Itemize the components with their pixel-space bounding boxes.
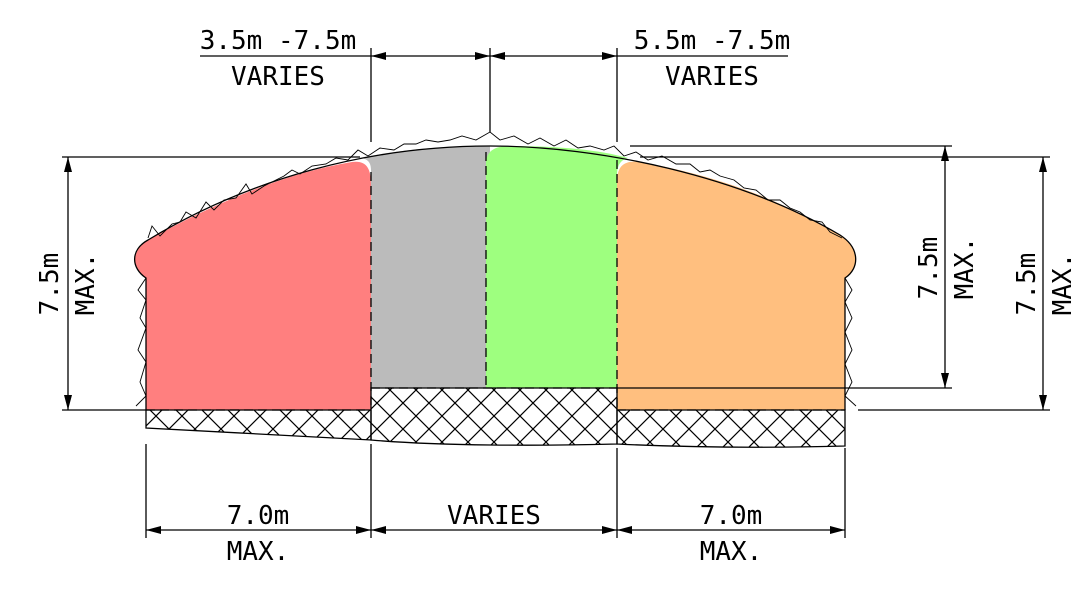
zone-center (358, 146, 490, 388)
invert-hatch-center (370, 387, 618, 446)
dim-top-arrow-3 (490, 52, 505, 60)
bottom-right-note-label: MAX. (700, 537, 763, 567)
top-right-range-label: 5.5m -7.5m (634, 26, 791, 56)
excavation-zigzag-top (147, 131, 843, 239)
bottom-mid-note-label: VARIES (447, 501, 541, 531)
dim-top-arrow-4 (602, 52, 617, 60)
dim-bottom-arrow-3 (371, 526, 386, 534)
dim-left-arrow-bottom (64, 395, 72, 410)
bottom-left-note-label: MAX. (227, 537, 290, 567)
top-left-note-label: VARIES (231, 62, 325, 92)
height-left-note-label: MAX. (71, 253, 101, 316)
bottom-left-value-label: 7.0m (227, 501, 290, 531)
zone-center-right (486, 146, 628, 388)
height-mid-value-label: 7.5m (914, 237, 944, 300)
height-right-value-label: 7.5m (1012, 253, 1042, 316)
dim-bottom-arrow-6 (830, 526, 845, 534)
top-left-range-label: 3.5m -7.5m (200, 26, 357, 56)
dim-bottom-arrow-4 (602, 526, 617, 534)
dim-mid-arrow-bottom (941, 373, 949, 388)
excavation-zigzag-left (135, 277, 147, 407)
dim-bottom-arrow-2 (356, 526, 371, 534)
dim-right-arrow-bottom (1039, 395, 1047, 410)
dim-left-arrow-top (64, 157, 72, 172)
profile-outline (133, 145, 857, 410)
top-right-note-label: VARIES (665, 62, 759, 92)
dim-mid-arrow-top (941, 146, 949, 161)
height-mid-note-label: MAX. (950, 237, 980, 300)
dim-bottom-arrow-5 (617, 526, 632, 534)
dim-top-arrow-1 (371, 52, 386, 60)
height-right-note-label: MAX. (1048, 253, 1078, 316)
height-left-value-label: 7.5m (35, 253, 65, 316)
bottom-right-value-label: 7.0m (700, 501, 763, 531)
invert-hatch-left (145, 409, 372, 441)
zone-left (134, 161, 371, 410)
dim-right-arrow-top (1039, 157, 1047, 172)
dim-top-arrow-2 (475, 52, 490, 60)
invert-hatch-right (616, 409, 846, 448)
dim-bottom-arrow-1 (146, 526, 161, 534)
excavation-zigzag-right (844, 277, 857, 407)
zone-right (617, 161, 856, 410)
